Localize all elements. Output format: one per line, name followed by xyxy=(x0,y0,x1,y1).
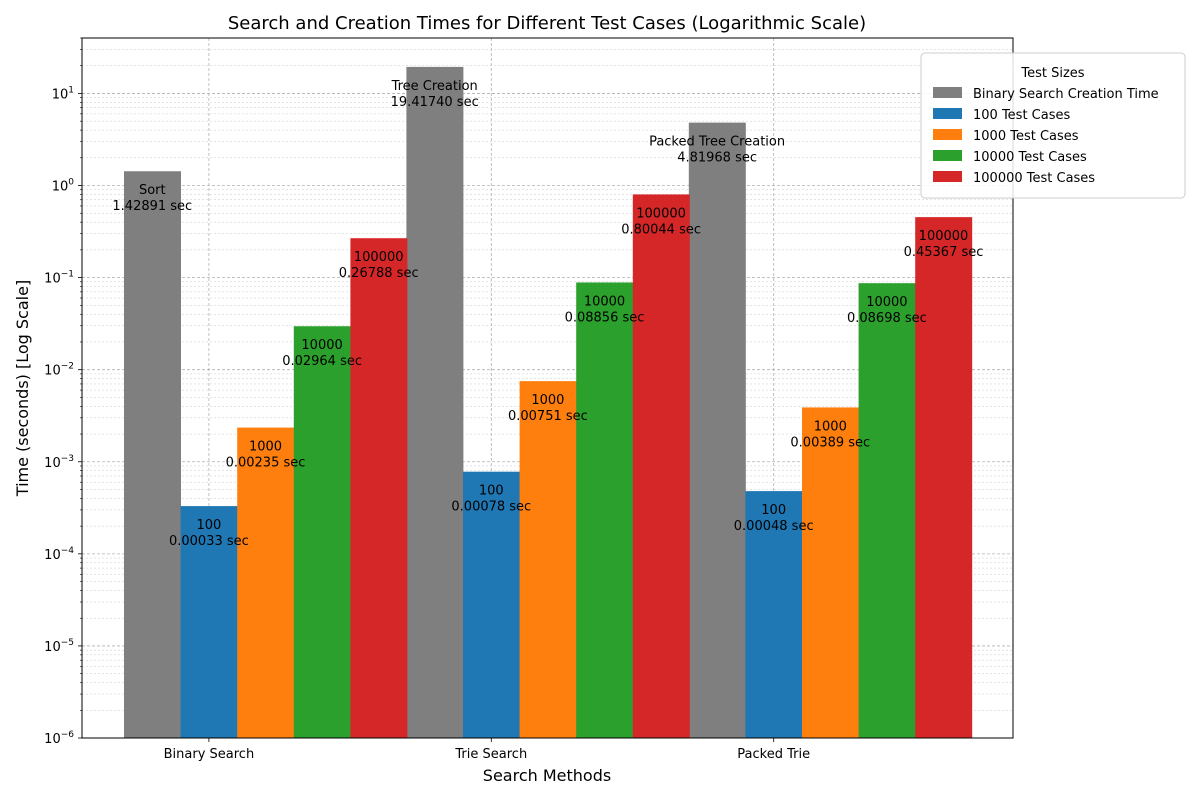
legend-swatch xyxy=(933,108,962,119)
bar-value-label: 0.08856 sec xyxy=(565,310,645,325)
y-tick-label: 10−5 xyxy=(44,638,74,655)
bar-value-label: 0.00235 sec xyxy=(226,456,306,471)
bar-label: 1000 xyxy=(814,419,847,434)
legend-swatch xyxy=(933,129,962,140)
x-tick-label: Binary Search xyxy=(164,747,255,762)
y-tick-label: 10−2 xyxy=(44,362,74,379)
bar-label: 100000 xyxy=(919,229,969,244)
bar-value-label: 0.00751 sec xyxy=(508,409,588,424)
y-tick-label: 10−4 xyxy=(44,546,74,563)
bar-value-label: 0.00048 sec xyxy=(734,519,814,534)
bar xyxy=(858,283,916,738)
x-axis-label: Search Methods xyxy=(483,766,611,785)
bar-label: Sort xyxy=(139,183,166,198)
y-tick-label: 100 xyxy=(52,178,75,195)
bar-value-label: 0.00389 sec xyxy=(790,435,870,450)
bar xyxy=(519,381,577,738)
bar-value-label: 0.00033 sec xyxy=(169,534,249,549)
bar xyxy=(350,238,408,738)
y-axis-label: Time (seconds) [Log Scale] xyxy=(13,280,32,497)
bar xyxy=(745,491,803,738)
bar xyxy=(576,282,634,738)
y-tick-label: 10−3 xyxy=(44,454,74,471)
bar-value-label: 0.08698 sec xyxy=(847,311,927,326)
legend-title: Test Sizes xyxy=(1020,66,1084,81)
bar-label: 100000 xyxy=(636,206,686,221)
x-axis-ticks: Binary Search Trie Search Packed Trie xyxy=(164,738,810,762)
y-axis-ticks: 10−6 10−5 10−4 10−3 10−2 10−1 100 101 xyxy=(44,37,82,747)
bar-value-label: 0.02964 sec xyxy=(282,354,362,369)
legend-entry: 1000 Test Cases xyxy=(973,129,1079,144)
chart-title: Search and Creation Times for Different … xyxy=(228,13,866,34)
legend: Test Sizes Binary Search Creation Time 10… xyxy=(920,52,1186,199)
bar-value-label: 0.00078 sec xyxy=(451,500,531,515)
bar-label: 100 xyxy=(479,484,504,499)
bar-label: 100000 xyxy=(354,250,404,265)
bar xyxy=(915,217,973,738)
bar xyxy=(293,326,351,738)
bar-label: 10000 xyxy=(866,295,907,310)
bar xyxy=(688,122,746,738)
plot-frame xyxy=(81,37,1014,739)
bar xyxy=(180,506,238,738)
legend-swatch xyxy=(933,87,962,98)
legend-entry: Binary Search Creation Time xyxy=(973,87,1159,102)
bar-value-label: 0.26788 sec xyxy=(339,266,419,281)
bar-value-label: 1.42891 sec xyxy=(112,199,192,214)
bar-label: 10000 xyxy=(584,294,625,309)
bar-value-label: 4.81968 sec xyxy=(677,151,757,166)
bar xyxy=(124,171,181,739)
y-tick-label: 10−1 xyxy=(44,270,74,287)
x-tick-label: Trie Search xyxy=(454,747,527,762)
y-tick-label: 10−6 xyxy=(44,730,74,747)
bar-label: 1000 xyxy=(249,440,282,455)
bar-label: Packed Tree Creation xyxy=(649,135,785,150)
legend-entry: 100 Test Cases xyxy=(973,108,1070,123)
legend-entry: 100000 Test Cases xyxy=(973,171,1095,186)
bars xyxy=(124,66,973,739)
bar-value-label: 0.45367 sec xyxy=(904,245,984,260)
legend-entry: 10000 Test Cases xyxy=(973,150,1087,165)
bar-label: 10000 xyxy=(301,338,342,353)
bar xyxy=(463,471,520,738)
x-tick-label: Packed Trie xyxy=(737,747,810,762)
bar-label: 100 xyxy=(196,518,221,533)
bar-label: Tree Creation xyxy=(391,79,478,94)
bar xyxy=(237,427,295,738)
legend-frame xyxy=(920,52,1186,199)
bar-value-label: 19.41740 sec xyxy=(391,95,479,110)
bar xyxy=(632,194,690,739)
bar-value-label: 0.80044 sec xyxy=(621,222,701,237)
bar xyxy=(802,407,859,738)
legend-swatch xyxy=(933,150,962,161)
bar-label: 100 xyxy=(761,503,786,518)
y-tick-label: 101 xyxy=(52,85,74,102)
bar xyxy=(406,66,464,739)
legend-swatch xyxy=(933,171,962,182)
bar-label: 1000 xyxy=(531,393,564,408)
